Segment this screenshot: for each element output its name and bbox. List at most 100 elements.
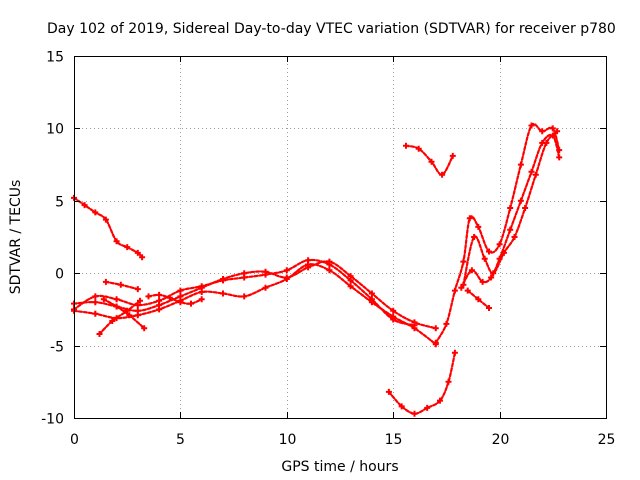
axis-ticks: 0 5 10 15 20 25 -10 -5 0 5 10 15	[41, 50, 615, 449]
data-point	[517, 161, 524, 168]
y-tick-label: 0	[55, 267, 64, 283]
data-point	[385, 388, 392, 395]
data-point	[437, 397, 443, 404]
data-point	[368, 299, 375, 306]
plot-frame	[74, 56, 607, 419]
data-point	[262, 268, 269, 275]
series-line-trace-3	[72, 260, 437, 330]
data-point	[262, 284, 269, 291]
data-point	[528, 122, 535, 129]
data-point	[466, 215, 473, 222]
data-point	[507, 226, 514, 233]
data-point	[134, 249, 141, 256]
data-point	[102, 278, 109, 285]
y-axis-label: SDTVAR / TECUs	[8, 180, 24, 295]
data-point	[507, 205, 514, 211]
x-tick-label: 15	[385, 432, 403, 448]
data-point	[96, 331, 103, 337]
data-point	[390, 307, 397, 314]
data-point	[460, 258, 467, 265]
data-point	[92, 293, 99, 300]
data-point	[428, 158, 435, 165]
data-point	[443, 320, 450, 327]
data-point	[445, 378, 452, 385]
series-line-trace-2	[72, 258, 416, 327]
data-point	[468, 267, 475, 274]
data-point	[481, 255, 488, 262]
series-line-trace-5	[98, 299, 142, 336]
data-point	[347, 273, 354, 280]
data-point	[347, 283, 354, 290]
data-point	[134, 286, 141, 293]
data-point	[398, 403, 405, 410]
y-tick-label: 15	[46, 50, 64, 66]
data-point	[126, 312, 133, 319]
data-point	[475, 296, 482, 303]
data-point	[439, 171, 446, 178]
data-point	[475, 223, 482, 230]
grid	[74, 56, 606, 418]
data-point	[100, 296, 107, 303]
data-point	[549, 125, 556, 132]
data-point	[220, 276, 226, 282]
data-point	[124, 244, 131, 251]
data-point	[432, 325, 439, 332]
data-point	[139, 254, 146, 261]
data-point	[305, 261, 312, 268]
data-point	[532, 171, 539, 178]
chart-title: Day 102 of 2019, Sidereal Day-to-day VTE…	[47, 21, 616, 37]
data-point	[166, 294, 173, 301]
data-point	[451, 287, 458, 294]
x-tick-label: 10	[279, 432, 297, 448]
data-point	[464, 287, 471, 294]
data-point	[432, 339, 439, 346]
data-point	[283, 276, 290, 282]
data-point	[522, 205, 529, 211]
data-point	[554, 128, 561, 135]
data-point	[326, 258, 333, 265]
data-point	[460, 281, 467, 288]
data-point	[283, 267, 290, 274]
y-tick-label: 10	[46, 122, 64, 138]
data-point	[134, 312, 141, 319]
data-point	[92, 310, 99, 317]
data-point	[415, 145, 422, 152]
data-point	[517, 197, 524, 204]
data-point	[449, 152, 456, 159]
data-point	[390, 313, 397, 320]
data-point	[141, 325, 148, 332]
series-line-trace-6	[102, 298, 146, 330]
data-point	[511, 234, 518, 240]
x-axis-label: GPS time / hours	[281, 459, 398, 475]
data-point	[188, 300, 194, 307]
data-point	[528, 168, 535, 175]
data-point	[198, 289, 205, 295]
data-point	[241, 270, 248, 277]
data-point	[490, 270, 497, 277]
data-point	[539, 128, 546, 135]
data-point	[92, 209, 99, 216]
data-point	[488, 274, 495, 281]
data-point	[177, 287, 184, 294]
data-point	[411, 325, 418, 332]
x-tick-label: 0	[70, 432, 79, 448]
data-point	[411, 410, 418, 417]
data-point	[117, 281, 124, 288]
data-point	[424, 404, 431, 411]
data-point	[486, 248, 492, 255]
y-tick-label: 5	[55, 195, 64, 211]
series-line-trace-9	[404, 144, 454, 176]
data-point	[113, 303, 120, 310]
x-tick-label: 25	[598, 432, 616, 448]
data-point	[496, 241, 503, 248]
data-point	[500, 249, 507, 256]
data-point	[543, 139, 550, 146]
series-line-trace-10	[387, 351, 456, 415]
data-point	[92, 299, 99, 306]
data-point	[403, 142, 409, 149]
data-point	[113, 296, 120, 303]
data-point	[368, 290, 375, 297]
data-point	[137, 297, 143, 304]
data-series	[71, 122, 563, 417]
